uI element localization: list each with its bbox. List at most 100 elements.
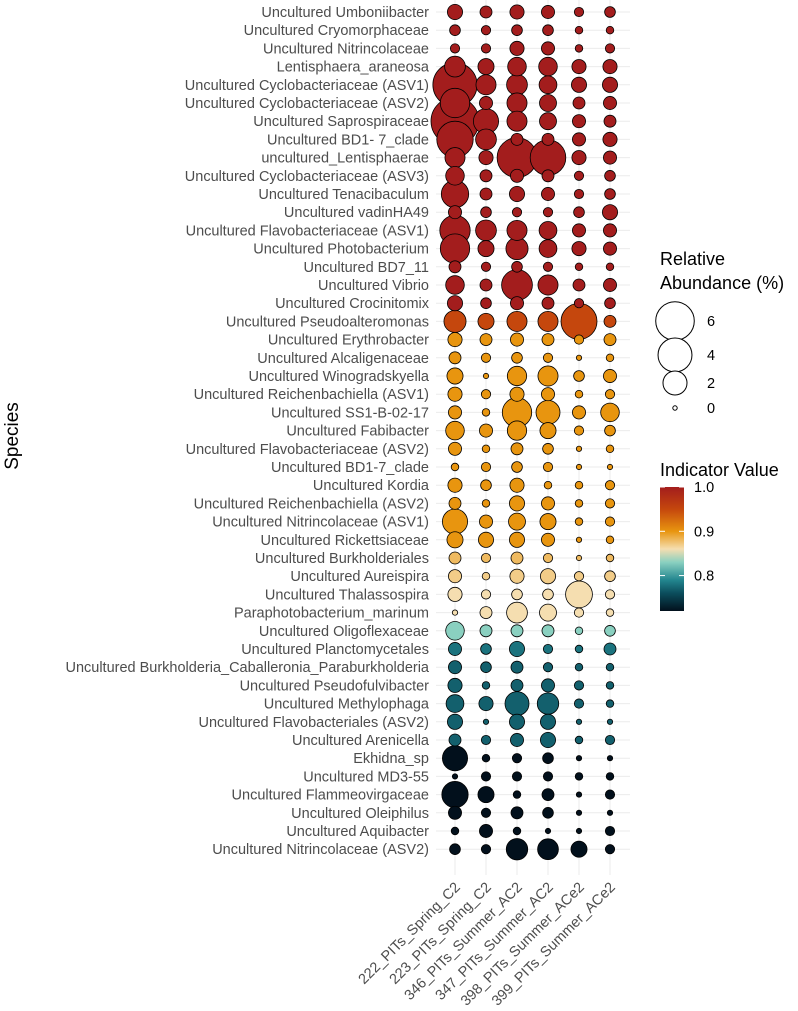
- species-label: Uncultured Methylophaga: [264, 697, 430, 713]
- data-point: [510, 733, 524, 747]
- data-point: [506, 310, 528, 332]
- species-label: Uncultured Oleiphilus: [291, 806, 429, 822]
- data-point: [574, 663, 584, 672]
- data-point: [445, 694, 465, 713]
- data-point: [479, 624, 493, 638]
- data-point: [510, 132, 524, 146]
- data-point: [573, 298, 585, 309]
- data-point: [573, 607, 585, 618]
- species-label: Lentisphaera_araneosa: [277, 60, 430, 76]
- data-point: [511, 771, 523, 782]
- data-point: [605, 444, 615, 453]
- data-point: [444, 147, 466, 169]
- data-point: [506, 365, 528, 387]
- data-point: [481, 572, 491, 581]
- data-point: [450, 826, 460, 836]
- data-point: [604, 498, 616, 509]
- data-point: [477, 786, 495, 804]
- species-label: Uncultured BD1- 7_clade: [267, 132, 429, 148]
- data-point: [510, 296, 524, 311]
- data-point: [480, 643, 492, 655]
- data-point: [481, 754, 491, 763]
- data-point: [538, 75, 558, 95]
- data-point: [509, 531, 525, 548]
- data-point: [509, 186, 525, 202]
- data-point: [482, 372, 490, 380]
- data-point: [572, 405, 586, 420]
- data-point: [439, 87, 471, 119]
- data-point: [448, 805, 462, 820]
- data-point: [575, 755, 583, 762]
- data-point: [480, 461, 492, 473]
- data-point: [475, 74, 497, 96]
- data-point: [447, 4, 463, 20]
- data-point: [604, 625, 616, 637]
- data-point: [508, 512, 526, 531]
- data-point: [480, 844, 492, 855]
- data-point: [442, 508, 468, 535]
- data-point: [542, 207, 554, 218]
- data-point: [511, 261, 523, 273]
- data-point: [509, 477, 525, 493]
- data-point: [449, 24, 461, 36]
- species-label: Paraphotobacterium_marinum: [234, 606, 429, 622]
- species-label: Uncultured Rickettsiaceae: [261, 533, 429, 549]
- data-point: [510, 332, 524, 347]
- data-point: [541, 496, 555, 511]
- data-point: [439, 233, 471, 264]
- data-point: [506, 219, 528, 241]
- species-label: Uncultured Flavobacteriaceae (ASV2): [186, 442, 429, 458]
- data-point: [541, 41, 555, 56]
- data-point: [481, 499, 491, 508]
- data-point: [447, 332, 463, 348]
- data-point: [539, 513, 557, 531]
- y-axis-title: Species: [2, 402, 23, 470]
- data-point: [511, 753, 523, 764]
- species-axis-labels: Uncultured Umboniibacter Uncultured Cryom…: [65, 5, 429, 858]
- species-label: Uncultured Vibrio: [318, 278, 429, 294]
- data-point: [603, 369, 617, 383]
- data-point: [478, 150, 494, 166]
- data-point: [448, 733, 462, 747]
- data-point: [448, 551, 462, 565]
- data-point: [506, 92, 528, 114]
- data-point: [571, 241, 587, 257]
- data-point: [602, 59, 618, 75]
- data-point: [444, 55, 466, 78]
- species-label: Uncultured Fabibacter: [286, 424, 429, 440]
- data-point: [505, 838, 529, 861]
- data-point: [541, 532, 555, 547]
- species-label: Uncultured Winogradskyella: [248, 369, 429, 385]
- data-point: [448, 441, 462, 456]
- size-legend-circle: [662, 370, 688, 396]
- data-point: [447, 477, 463, 493]
- color-legend-title: Indicator Value: [660, 460, 779, 480]
- species-label: Uncultured Nitrincolaceae (ASV2): [212, 842, 429, 858]
- data-point: [505, 237, 529, 261]
- data-point: [510, 442, 524, 456]
- data-point: [539, 422, 557, 440]
- data-point: [506, 110, 528, 132]
- data-point: [480, 771, 492, 782]
- data-point: [541, 5, 555, 19]
- data-point: [448, 642, 462, 656]
- data-point: [441, 781, 469, 809]
- data-point: [542, 771, 554, 782]
- data-point: [605, 772, 615, 781]
- data-point: [602, 76, 618, 93]
- data-point: [510, 660, 524, 674]
- species-label: Uncultured Nitrincolaceae (ASV1): [212, 515, 429, 531]
- data-point: [445, 621, 465, 641]
- data-point: [603, 96, 617, 110]
- data-point: [575, 554, 583, 562]
- color-legend: Indicator Value 1.0 0.9 0.8: [660, 460, 779, 611]
- data-point: [538, 56, 558, 77]
- species-label: Uncultured Planctomycetales: [241, 642, 429, 658]
- data-point: [475, 219, 497, 242]
- species-label: Uncultured SS1-B-02-17: [271, 405, 429, 421]
- data-point: [575, 536, 583, 543]
- species-label: Uncultured Burkholderia_Caballeronia_Par…: [65, 660, 429, 676]
- species-label: Uncultured Flavobacteriales (ASV2): [199, 715, 430, 731]
- data-point: [604, 570, 616, 582]
- data-point: [509, 568, 525, 584]
